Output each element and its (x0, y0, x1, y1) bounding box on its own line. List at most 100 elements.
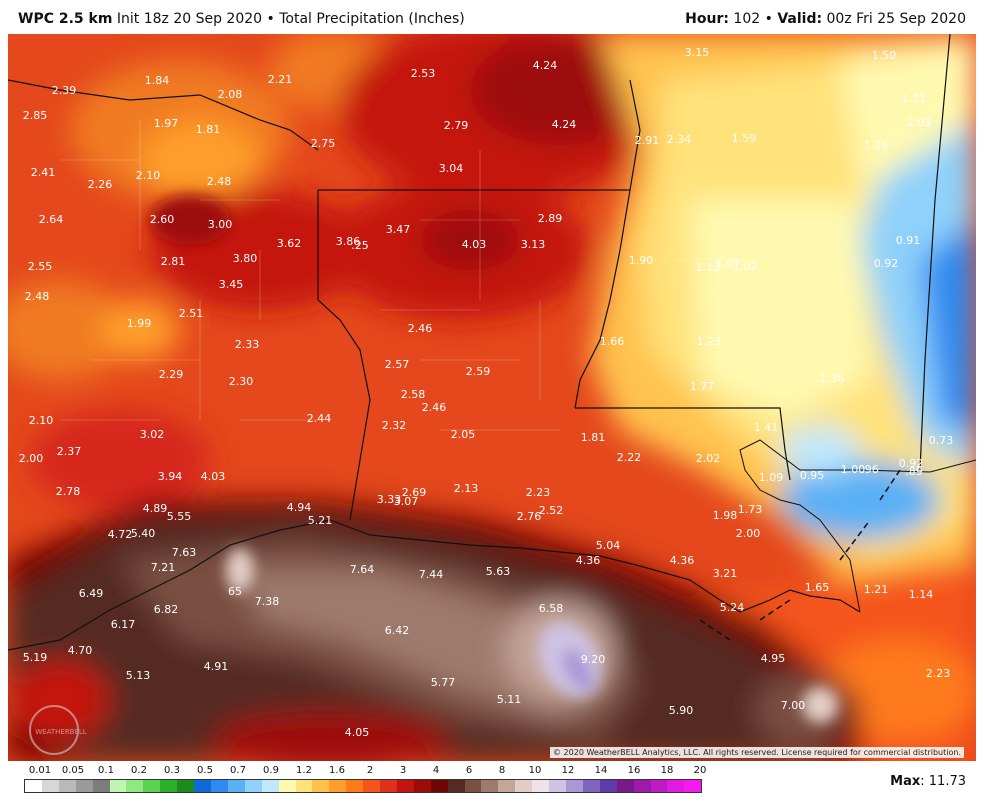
precip-value-label: 2.33 (235, 338, 260, 351)
precip-value-label: 2.57 (385, 358, 410, 371)
precipitation-map[interactable]: 3.15 1.50 2.39 1.84 2.21 2.53 4.24 2.08 1.31 2.85… (8, 34, 976, 761)
legend-swatch (244, 780, 262, 792)
legend-swatch (329, 780, 347, 792)
precip-value-label: 3.07 (394, 495, 419, 508)
precip-field (8, 34, 976, 761)
legend-swatch (295, 780, 313, 792)
precip-value-label: 2.39 (52, 84, 77, 97)
precip-value-label: 1.97 (154, 117, 179, 130)
legend-swatch (532, 780, 550, 792)
legend-swatch (616, 780, 634, 792)
precip-value-label: 2.76 (517, 510, 542, 523)
precip-value-label: 3.21 (713, 567, 738, 580)
precip-value-label: 2.41 (31, 166, 56, 179)
map-canvas: 3.15 1.50 2.39 1.84 2.21 2.53 4.24 2.08 1.31 2.85… (8, 34, 976, 761)
precip-value-label: 2.89 (538, 212, 563, 225)
legend-swatch (346, 780, 364, 792)
legend-swatch (160, 780, 178, 792)
legend-tick-label: 0.01 (28, 765, 52, 776)
legend-tick-label: 8 (498, 765, 506, 776)
precip-value-label: 1.31 (902, 92, 927, 105)
coastline (8, 519, 861, 651)
hour-label: Hour: (685, 11, 729, 27)
state-border-ms-al (919, 34, 951, 471)
precip-value-label: 5.40 (131, 527, 156, 540)
precip-value-label: 7.38 (255, 595, 280, 608)
precip-value-label: 5.13 (126, 669, 151, 682)
legend-swatch (227, 780, 245, 792)
precip-value-label: 1.00 (841, 463, 866, 476)
precip-value-label: 6.82 (154, 603, 179, 616)
precip-value-label: 2.23 (526, 486, 551, 499)
precip-value-label: 3.80 (233, 252, 258, 265)
precip-value-label: 2.52 (539, 504, 564, 517)
legend-swatch (194, 780, 211, 792)
legend-swatch (515, 780, 533, 792)
legend-swatch (261, 780, 279, 792)
legend-swatch (650, 780, 668, 792)
precip-value-label: 4.72 (108, 528, 133, 541)
legend-swatch (599, 780, 617, 792)
precip-value-label: 2.51 (179, 307, 204, 320)
legend-swatch (481, 780, 499, 792)
precip-value-label: 2.48 (207, 175, 232, 188)
precip-value-label: 2.69 (402, 486, 427, 499)
precip-value-label: 0.92 (899, 457, 924, 470)
precip-value-label: 1.03 (907, 116, 932, 129)
legend-tick-label: 0.5 (197, 765, 213, 776)
precip-value-label: 3.15 (685, 46, 710, 59)
max-value: 11.73 (928, 774, 966, 789)
precip-value-label: 2.58 (401, 388, 426, 401)
precip-value-label: 2.64 (39, 213, 64, 226)
legend-swatch (566, 780, 583, 792)
legend-swatch (210, 780, 228, 792)
legend-tick-label: 0.05 (61, 765, 85, 776)
legend-swatch (430, 780, 448, 792)
weatherbell-logo: WEATHERBELL (26, 702, 96, 758)
legend-tick-label: 10 (528, 765, 542, 776)
precip-value-label: 1.09 (759, 471, 784, 484)
precip-value-label: 4.91 (204, 660, 229, 673)
precip-value-label: 9.20 (581, 653, 606, 666)
precip-value-label: 2.21 (268, 73, 293, 86)
precip-value-label: 3.62 (277, 237, 302, 250)
precip-value-label: 4.36 (670, 554, 695, 567)
precip-value-label: 1.65 (805, 581, 830, 594)
precip-value-label: 2.05 (451, 428, 476, 441)
precip-value-label: 7.44 (419, 568, 444, 581)
valid-label: Valid: (777, 11, 823, 27)
precip-cores (150, 195, 838, 723)
precip-value-label: 1.12 (696, 261, 721, 274)
title-separator: • (266, 11, 275, 27)
precip-value-label: 1.99 (127, 317, 152, 330)
legend-swatch (75, 780, 93, 792)
precip-value-label: 4.36 (576, 554, 601, 567)
precip-value-label: 2.37 (57, 445, 82, 458)
map-title: WPC 2.5 km Init 18z 20 Sep 2020 • Total … (18, 11, 465, 27)
product-name: Total Precipitation (Inches) (279, 11, 465, 27)
precip-value-label: 3.86 (336, 235, 361, 248)
precip-value-label: 2.29 (159, 368, 184, 381)
precip-value-label: 2.00 (19, 452, 44, 465)
legend-tick-label: 16 (627, 765, 641, 776)
precip-value-label: 3.47 (386, 223, 411, 236)
legend-tick-label: 1.6 (329, 765, 345, 776)
precip-value-label: 1.41 (754, 421, 779, 434)
precip-value-label: 1.73 (738, 503, 763, 516)
precip-value-label: 7.63 (172, 546, 197, 559)
precip-value-label: 7.64 (350, 563, 375, 576)
precip-value-label: 4.89 (143, 502, 168, 515)
value-labels: 3.15 1.50 2.39 1.84 2.21 2.53 4.24 2.08 1.31 2.85… (19, 46, 954, 739)
precip-value-label: 2.34 (667, 133, 692, 146)
precip-value-label: 2.13 (454, 482, 479, 495)
precip-value-label: 5.21 (308, 514, 333, 527)
legend-tick-label: 2 (366, 765, 374, 776)
precip-value-label: 2.46 (408, 322, 433, 335)
legend-swatch (143, 780, 161, 792)
precip-value-label: 4.03 (201, 470, 226, 483)
color-legend: 0.01 0.05 0.1 0.2 0.3 0.5 0.7 0.9 1.2 1.6 2 3 4 6 8 10 1… (24, 765, 706, 805)
precip-value-label: .25 (351, 239, 369, 252)
precip-value-label: 4.95 (761, 652, 786, 665)
precip-value-label: 2.00 (736, 527, 761, 540)
precip-value-label: 2.53 (411, 67, 436, 80)
